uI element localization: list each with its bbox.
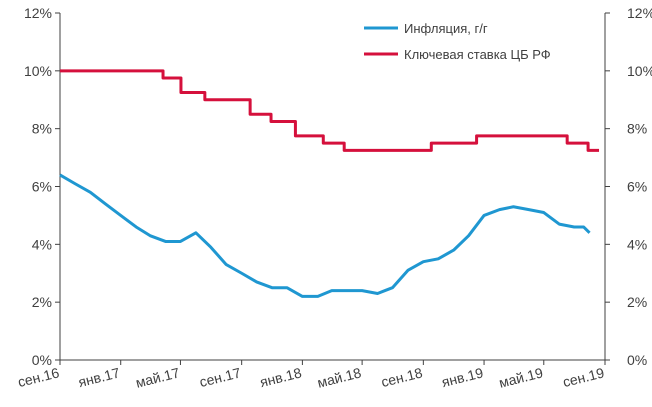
y-tick-label-left: 4% <box>32 236 52 252</box>
x-tick-label: янв.19 <box>440 364 485 390</box>
x-tick-label: сен.18 <box>379 364 424 390</box>
y-tick-label-left: 10% <box>24 63 52 79</box>
x-axis-ticks: сен.16 янв.17 май.17 сен.17 янв.18 май.18 сен.… <box>16 360 606 391</box>
y-tick-label-left: 12% <box>24 5 52 21</box>
y-tick-label-right: 10% <box>627 63 652 79</box>
legend-label: Инфляция, г/г <box>404 21 488 36</box>
x-tick-label: янв.17 <box>77 364 122 390</box>
legend-label: Ключевая ставка ЦБ РФ <box>404 47 551 62</box>
y-tick-label-right: 6% <box>627 179 647 195</box>
x-tick-label: май.19 <box>497 364 544 390</box>
y-tick-label-left: 8% <box>32 121 52 137</box>
y-tick-label-right: 12% <box>627 5 652 21</box>
y-tick-label-right: 0% <box>627 352 647 368</box>
x-tick-label: сен.17 <box>198 364 243 390</box>
x-tick-label: сен.19 <box>561 364 606 390</box>
y-tick-label-left: 6% <box>32 179 52 195</box>
plot-area <box>59 13 606 361</box>
series-line-inflation <box>59 173 591 298</box>
x-tick-label: сен.16 <box>16 364 61 390</box>
legend: Инфляция, г/г Ключевая ставка ЦБ РФ <box>364 21 551 62</box>
x-tick-label: янв.18 <box>258 364 303 390</box>
y-tick-label-right: 2% <box>627 294 647 310</box>
y-axis-ticks: 0% 0% 2% 2% 4% 4% 6% 6% 8% 8% 10% 10% 12% 12% <box>24 5 652 368</box>
y-tick-label-left: 0% <box>32 352 52 368</box>
y-tick-label-left: 2% <box>32 294 52 310</box>
series-layer <box>59 69 600 298</box>
x-tick-label: май.18 <box>316 364 363 390</box>
x-tick-label: май.17 <box>134 364 181 390</box>
y-tick-label-right: 8% <box>627 121 647 137</box>
series-line-key-rate <box>60 69 600 152</box>
y-tick-label-right: 4% <box>627 236 647 252</box>
